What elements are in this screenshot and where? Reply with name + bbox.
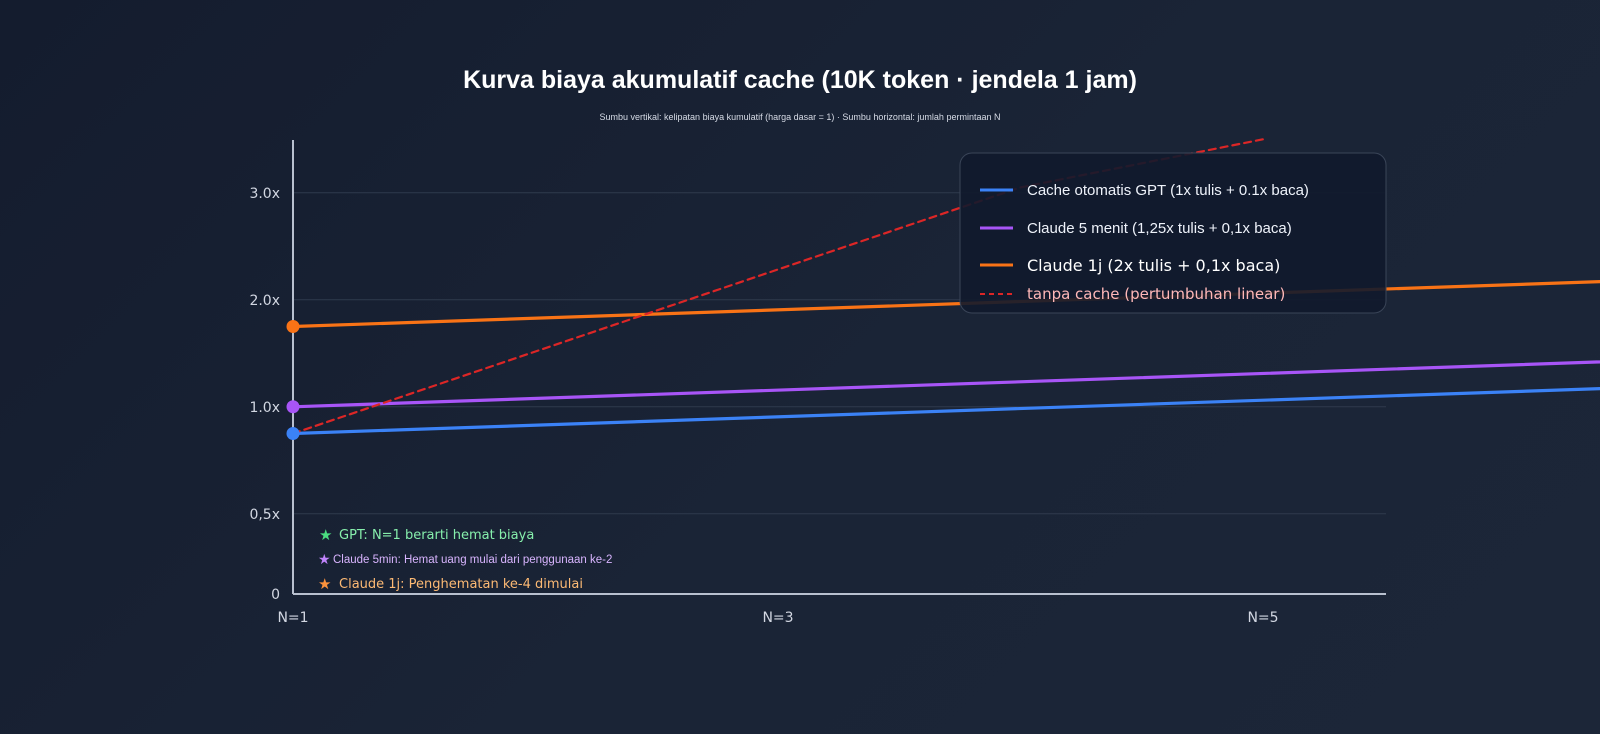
x-tick-labels: N=1N=3N=5N=7N=10 <box>277 610 1278 626</box>
y-tick-label: 1.0x <box>249 400 280 416</box>
annotation-claude-1j: Claude 1j: Penghematan ke-4 dimulai <box>339 577 583 592</box>
annotation-gpt: GPT: N=1 berarti hemat biaya <box>339 528 534 543</box>
legend-label-claude-1j: Claude 1j (2x tulis + 0,1x baca) <box>1027 256 1280 275</box>
y-tick-label: 0,5x <box>249 507 280 523</box>
y-tick-label: 0 <box>271 587 280 603</box>
y-tick-label: 3.0x <box>249 186 280 202</box>
x-tick-label: N=3 <box>762 610 793 626</box>
legend-box <box>959 152 1387 314</box>
legend-label-gpt: Cache otomatis GPT (1x tulis + 0.1x baca… <box>1027 182 1309 199</box>
annotation-star-claude-1j: ★ <box>318 576 331 593</box>
annotation-claude-5min: Claude 5min: Hemat uang mulai dari pengg… <box>333 554 612 566</box>
chart-subtitle: Sumbu vertikal: kelipatan biaya kumulati… <box>600 112 1001 122</box>
series-line-claude-1j <box>291 280 1600 329</box>
x-tick-label: N=1 <box>277 610 308 626</box>
series-line-claude-1j-start-marker <box>286 320 300 333</box>
series-lines <box>291 138 1600 436</box>
chart-title: Kurva biaya akumulatif cache (10K token … <box>463 66 1137 94</box>
series-line-claude-5min-start-marker <box>286 400 300 414</box>
legend-label-claude-5min: Claude 5 menit (1,25x tulis + 0,1x baca) <box>1027 220 1292 237</box>
axes <box>292 140 1386 595</box>
y-tick-labels: 0 0,5x 1.0x 2.0x 3.0x <box>249 186 280 603</box>
annotation-star-gpt: ★ <box>319 527 332 544</box>
series-line-gpt-start-marker <box>286 427 300 440</box>
series-line-gpt <box>291 387 1600 436</box>
y-tick-label: 2.0x <box>249 293 280 309</box>
series-markers <box>286 320 300 440</box>
legend: Cache otomatis GPT (1x tulis + 0.1x baca… <box>959 152 1387 314</box>
series-line-claude-5min <box>291 360 1600 409</box>
annotations: ★ GPT: N=1 berarti hemat biaya ★ Claude … <box>318 527 612 593</box>
legend-label-no-cache: tanpa cache (pertumbuhan linear) <box>1027 285 1285 303</box>
x-tick-label: N=5 <box>1247 610 1278 626</box>
annotation-star-claude-5min: ★ <box>318 551 331 567</box>
